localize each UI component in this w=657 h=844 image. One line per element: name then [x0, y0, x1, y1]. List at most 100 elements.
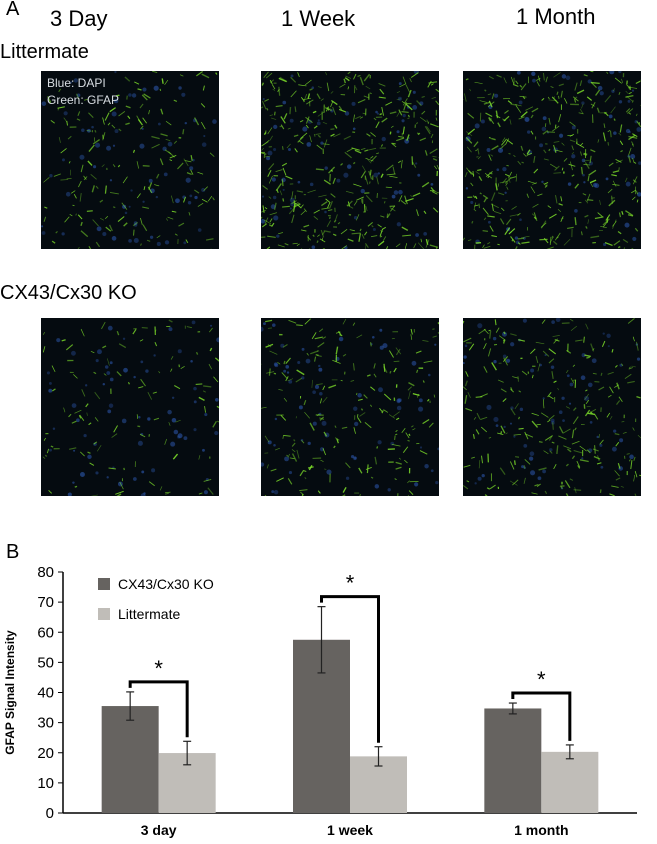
gfap-fiber	[365, 195, 373, 203]
gfap-fiber	[109, 107, 116, 113]
dapi-nucleus	[282, 188, 285, 191]
gfap-fiber	[322, 448, 327, 456]
dapi-nucleus	[320, 141, 324, 145]
gfap-fiber	[470, 182, 474, 187]
gfap-fiber	[566, 448, 572, 453]
dapi-nucleus	[302, 126, 308, 132]
stain-legend: Blue: DAPI Green: GFAP	[47, 75, 119, 109]
dapi-nucleus	[111, 236, 117, 241]
gfap-fiber	[318, 328, 324, 333]
gfap-fiber	[112, 206, 116, 209]
dapi-nucleus	[307, 119, 312, 124]
column-header-1-month: 1 Month	[516, 4, 596, 29]
gfap-fiber	[64, 216, 70, 223]
gfap-fiber	[319, 416, 325, 421]
gfap-fiber	[500, 425, 506, 434]
dapi-nucleus	[109, 179, 113, 182]
gfap-fiber	[79, 414, 85, 421]
gfap-fiber	[475, 149, 478, 152]
dapi-nucleus	[396, 130, 400, 134]
gfap-fiber	[534, 483, 539, 487]
gfap-fiber	[104, 216, 109, 220]
gfap-fiber	[272, 84, 276, 90]
dapi-nucleus	[153, 85, 159, 91]
gfap-fiber	[616, 382, 620, 390]
gfap-fiber	[143, 186, 146, 191]
gfap-fiber	[620, 486, 624, 488]
gfap-fiber	[610, 106, 616, 114]
dapi-nucleus	[70, 81, 73, 84]
gfap-fiber	[305, 124, 309, 129]
gfap-fiber	[607, 371, 614, 375]
gfap-fiber	[268, 175, 273, 184]
gfap-fiber	[531, 107, 539, 113]
gfap-fiber	[569, 139, 576, 143]
gfap-fiber	[399, 83, 406, 88]
gfap-fiber	[273, 202, 277, 210]
gfap-fiber	[386, 213, 391, 219]
gfap-fiber	[407, 480, 410, 484]
gfap-fiber	[548, 414, 555, 421]
gfap-fiber	[487, 215, 495, 218]
gfap-fiber	[203, 186, 208, 191]
gfap-fiber	[490, 154, 494, 157]
gfap-fiber	[264, 207, 268, 210]
gfap-fiber	[560, 90, 563, 98]
dapi-nucleus	[338, 336, 344, 342]
dapi-nucleus	[167, 409, 172, 415]
gfap-fiber	[499, 146, 504, 150]
gfap-fiber	[209, 347, 213, 352]
gfap-fiber	[581, 231, 583, 236]
dapi-nucleus	[581, 353, 586, 358]
gfap-fiber	[88, 422, 92, 426]
gfap-fiber	[84, 99, 88, 101]
gfap-fiber	[359, 116, 364, 119]
gfap-fiber	[405, 432, 410, 439]
gfap-fiber	[289, 457, 295, 460]
dapi-nucleus	[608, 114, 613, 119]
gfap-fiber	[569, 478, 574, 481]
gfap-fiber	[267, 344, 272, 348]
bar-chart: GFAP Signal Intensity01020304050607080*3…	[3, 564, 637, 838]
gfap-fiber	[632, 133, 638, 137]
gfap-fiber	[473, 141, 479, 148]
gfap-fiber	[531, 420, 539, 428]
gfap-fiber	[60, 179, 69, 181]
gfap-fiber	[464, 171, 468, 178]
dapi-nucleus	[636, 127, 641, 132]
gfap-fiber	[342, 486, 347, 493]
gfap-fiber	[517, 237, 525, 240]
gfap-fiber	[94, 129, 97, 133]
gfap-fiber	[268, 163, 275, 171]
gfap-fiber	[203, 385, 212, 388]
dapi-nucleus	[583, 396, 589, 402]
gfap-fiber	[170, 356, 174, 360]
gfap-fiber	[180, 365, 185, 369]
gfap-fiber	[421, 181, 430, 188]
gfap-fiber	[545, 76, 548, 83]
gfap-fiber	[42, 346, 46, 353]
gfap-fiber	[370, 342, 372, 347]
gfap-fiber	[380, 215, 385, 218]
gfap-fiber	[609, 493, 615, 496]
gfap-fiber	[402, 446, 409, 453]
row-header-littermate: Littermate	[0, 41, 89, 63]
gfap-fiber	[352, 161, 356, 165]
gfap-fiber	[354, 149, 362, 154]
gfap-fiber	[553, 172, 561, 174]
legend-label: Littermate	[118, 606, 180, 622]
gfap-fiber	[505, 182, 508, 186]
gfap-fiber	[295, 202, 302, 209]
gfap-fiber	[500, 388, 507, 393]
gfap-fiber	[321, 207, 330, 210]
gfap-fiber	[608, 199, 616, 207]
gfap-fiber	[565, 493, 569, 496]
gfap-fiber	[275, 169, 283, 173]
gfap-fiber	[193, 117, 200, 126]
dapi-nucleus	[382, 343, 388, 349]
gfap-fiber	[544, 184, 548, 188]
gfap-fiber	[148, 481, 155, 487]
dapi-nucleus	[41, 101, 47, 106]
dapi-nucleus	[61, 232, 65, 236]
dapi-nucleus	[434, 343, 437, 346]
